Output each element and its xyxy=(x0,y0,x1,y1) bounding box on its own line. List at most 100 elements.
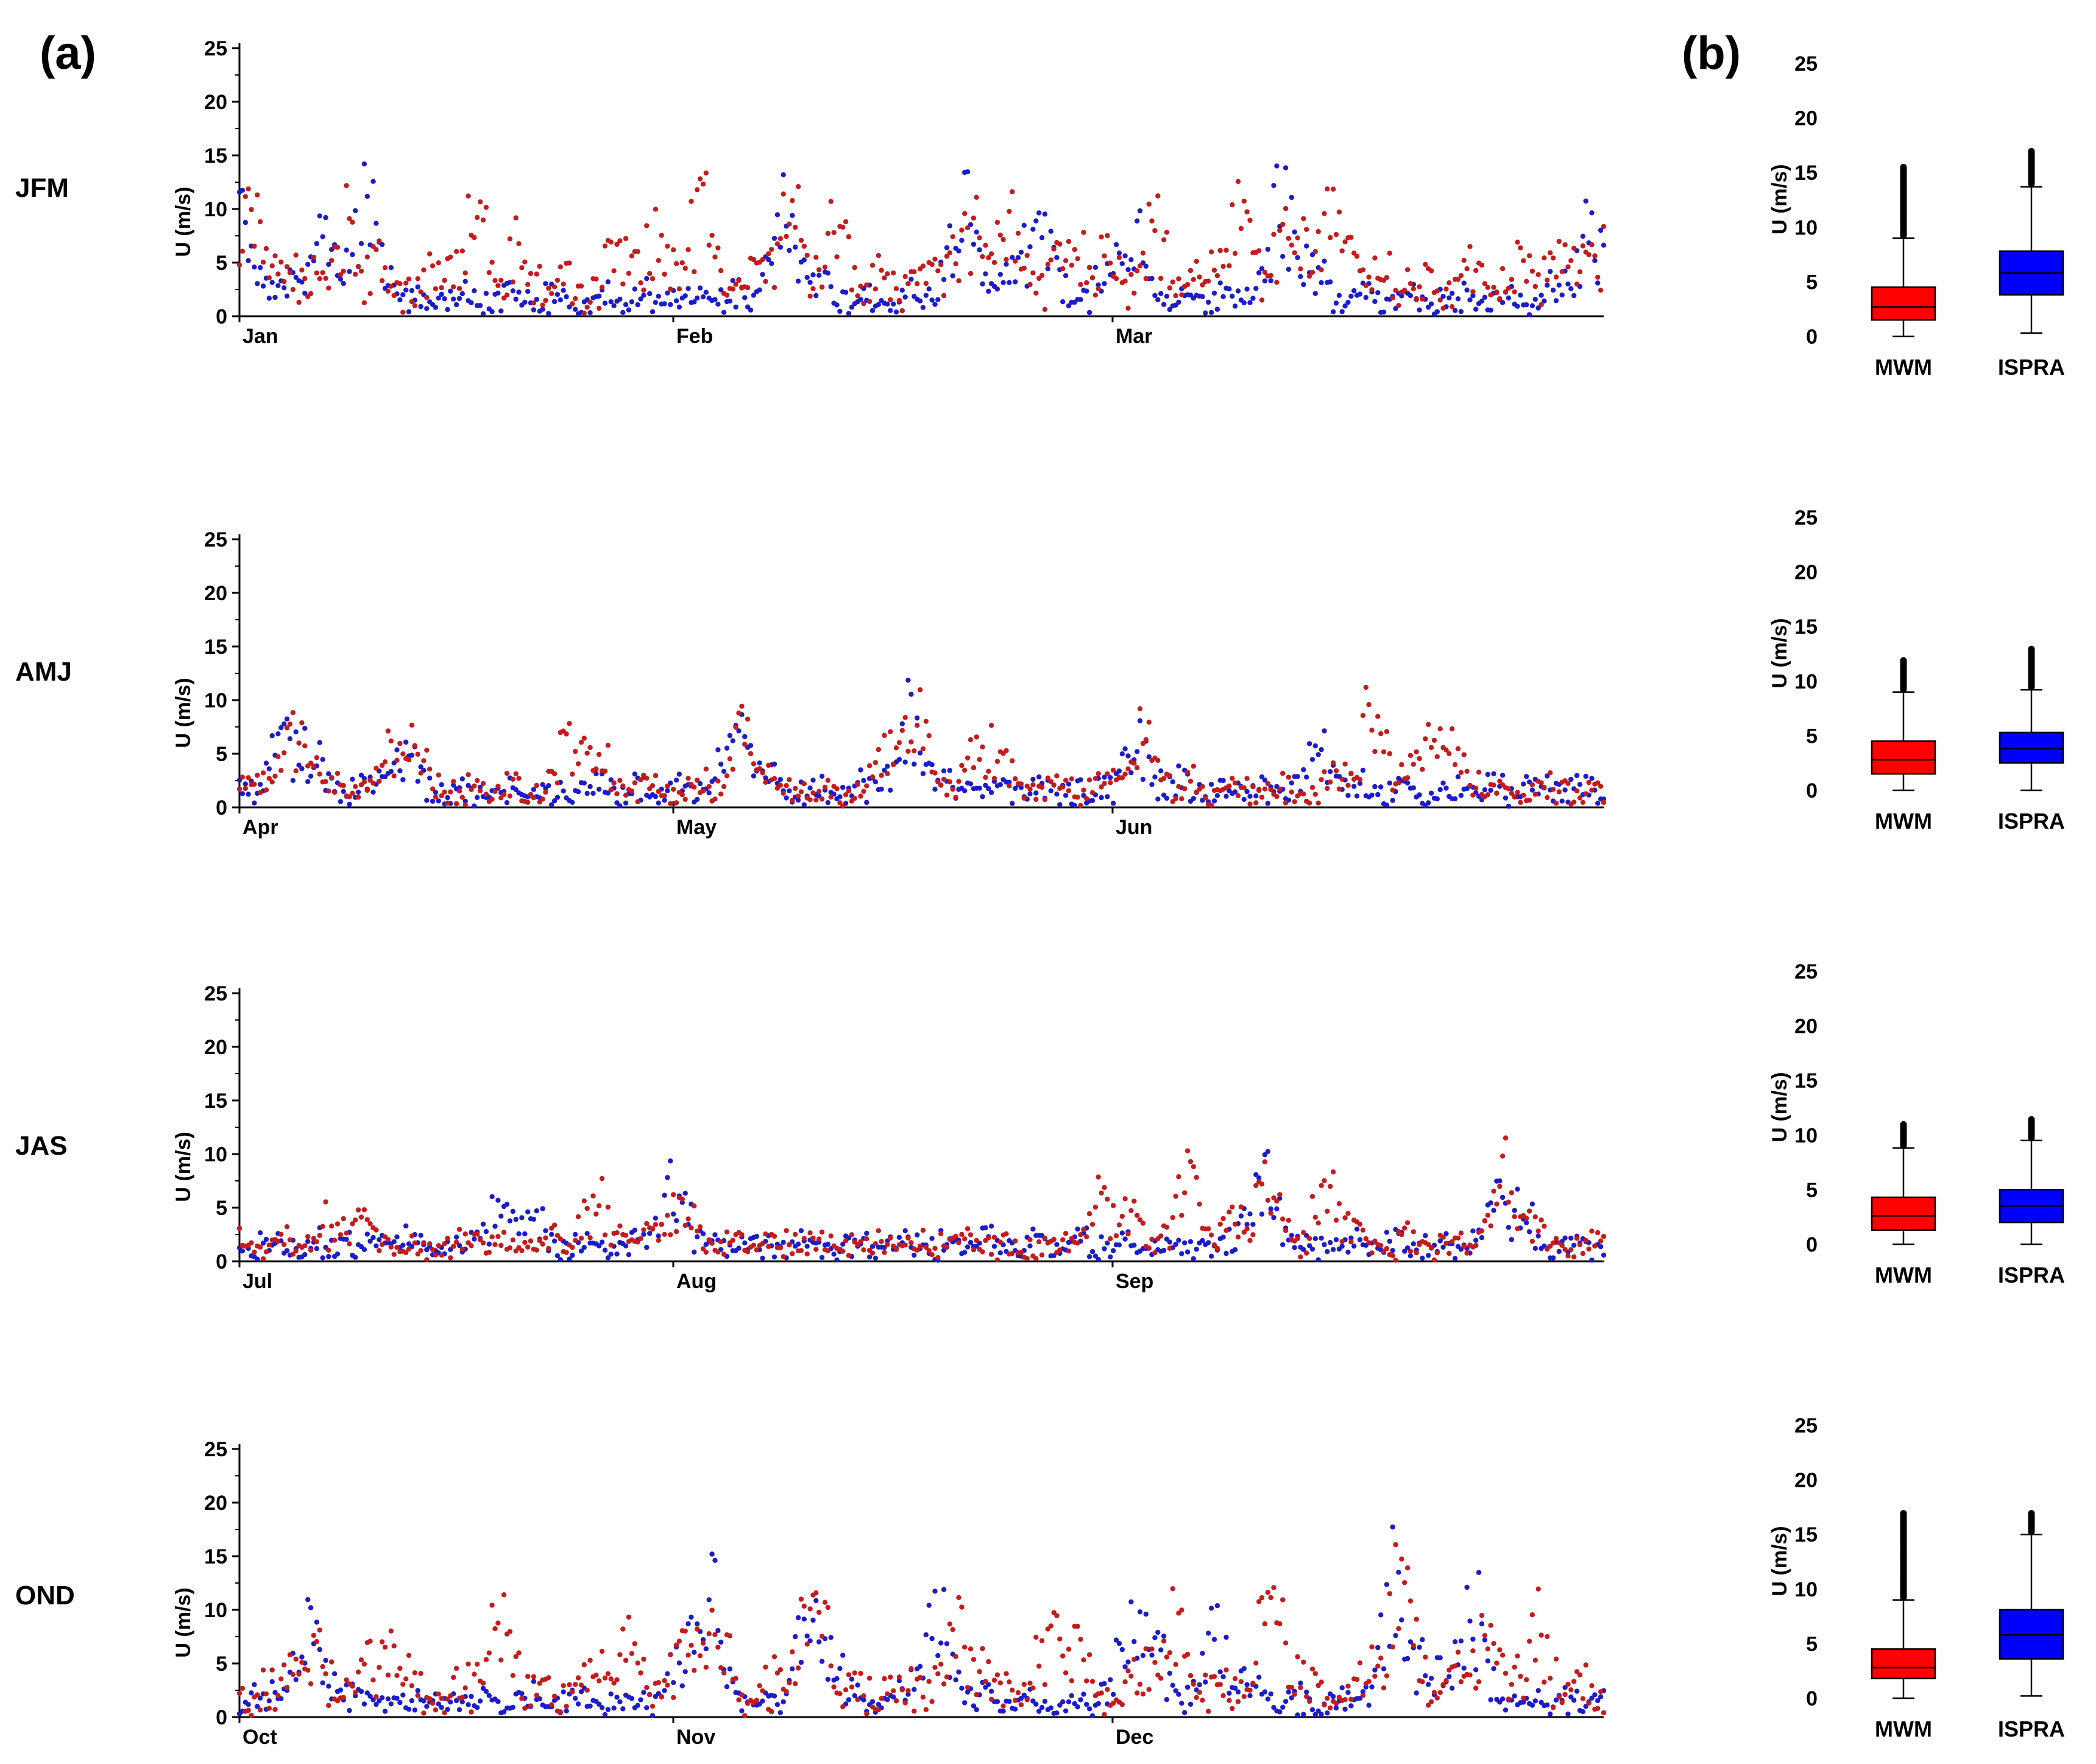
data-point-mwm xyxy=(1075,256,1080,261)
data-point-mwm xyxy=(840,224,846,230)
data-point-mwm xyxy=(1069,1236,1075,1241)
data-point-ispra xyxy=(1348,1703,1354,1709)
data-point-mwm xyxy=(974,194,979,200)
data-point-mwm xyxy=(1384,1673,1390,1679)
data-point-mwm xyxy=(1027,1237,1033,1242)
data-point-mwm xyxy=(599,285,605,290)
data-point-mwm xyxy=(1182,786,1188,792)
data-point-mwm xyxy=(1191,1681,1197,1687)
data-point-ispra xyxy=(323,1657,328,1663)
data-point-mwm xyxy=(546,285,551,291)
data-point-ispra xyxy=(795,278,801,284)
data-point-ispra xyxy=(695,1621,700,1627)
data-point-mwm xyxy=(1125,1231,1131,1237)
data-point-mwm xyxy=(1426,1702,1431,1708)
data-point-mwm xyxy=(971,1657,977,1662)
data-point-mwm xyxy=(1458,1679,1464,1685)
data-point-ispra xyxy=(676,304,682,310)
data-point-mwm xyxy=(1420,296,1425,302)
y-tick-label: 15 xyxy=(1794,161,1818,185)
data-point-mwm xyxy=(1538,1632,1544,1638)
data-point-mwm xyxy=(793,1681,798,1687)
data-point-ispra xyxy=(810,778,816,783)
data-point-ispra xyxy=(561,288,566,293)
data-point-mwm xyxy=(492,278,498,283)
data-point-mwm xyxy=(751,257,757,263)
data-point-ispra xyxy=(1033,1701,1039,1707)
data-point-ispra xyxy=(1018,1696,1024,1701)
data-point-mwm xyxy=(962,1645,968,1650)
data-point-mwm xyxy=(608,1242,614,1248)
data-point-ispra xyxy=(344,1236,349,1242)
data-point-ispra xyxy=(317,740,322,745)
data-point-mwm xyxy=(584,750,590,756)
data-point-mwm xyxy=(1515,1653,1520,1659)
data-point-ispra xyxy=(1184,1249,1191,1255)
data-point-mwm xyxy=(358,1657,364,1663)
data-point-mwm xyxy=(1167,285,1173,291)
data-point-ispra xyxy=(1042,211,1048,217)
box-mwm: MWM xyxy=(1871,163,1936,380)
data-point-ispra xyxy=(1283,165,1289,171)
data-point-ispra xyxy=(912,1687,917,1692)
data-point-mwm xyxy=(1135,268,1140,274)
y-tick-label: 15 xyxy=(1794,1069,1818,1093)
data-point-mwm xyxy=(739,703,745,709)
data-point-mwm xyxy=(1217,1221,1223,1227)
data-point-ispra xyxy=(771,1254,777,1259)
data-point-mwm xyxy=(1060,784,1066,790)
data-point-mwm xyxy=(1125,1668,1131,1674)
data-point-mwm xyxy=(1220,263,1226,269)
data-point-ispra xyxy=(498,308,504,314)
data-point-ispra xyxy=(891,1694,896,1700)
data-point-ispra xyxy=(1506,1225,1512,1230)
data-point-mwm xyxy=(656,1238,662,1243)
data-point-mwm xyxy=(1390,1644,1395,1650)
data-point-ispra xyxy=(1470,1228,1476,1234)
data-point-ispra xyxy=(1345,1690,1351,1695)
data-point-ispra xyxy=(1423,1233,1428,1239)
data-point-ispra xyxy=(1595,801,1601,806)
data-point-ispra xyxy=(451,296,456,302)
data-point-ispra xyxy=(1461,280,1467,286)
data-point-ispra xyxy=(760,272,765,277)
data-point-mwm xyxy=(816,1236,822,1242)
data-point-ispra xyxy=(1105,1240,1110,1246)
data-point-mwm xyxy=(400,751,406,757)
data-point-ispra xyxy=(1039,235,1045,241)
data-point-mwm xyxy=(1538,780,1544,785)
data-point-ispra xyxy=(926,1603,932,1608)
data-point-mwm xyxy=(1396,780,1401,786)
data-point-mwm xyxy=(350,219,355,225)
data-point-mwm xyxy=(1411,762,1416,767)
data-point-mwm xyxy=(570,771,575,777)
data-point-ispra xyxy=(1420,1637,1425,1643)
data-point-ispra xyxy=(1568,1694,1574,1700)
data-point-mwm xyxy=(1301,791,1306,797)
data-point-mwm xyxy=(570,1244,575,1250)
data-point-mwm xyxy=(513,1248,519,1254)
data-point-mwm xyxy=(997,1239,1004,1245)
data-point-mwm xyxy=(715,1249,721,1255)
data-point-ispra xyxy=(587,784,593,790)
data-point-ispra xyxy=(983,1225,988,1231)
data-point-ispra xyxy=(1247,1693,1253,1699)
data-point-ispra xyxy=(1428,1676,1434,1681)
data-point-ispra xyxy=(915,1232,920,1238)
data-point-ispra xyxy=(626,307,632,313)
data-point-mwm xyxy=(1443,286,1449,292)
data-point-mwm xyxy=(385,1237,391,1242)
data-point-mwm xyxy=(1280,221,1286,227)
data-point-ispra xyxy=(314,1245,319,1252)
data-point-ispra xyxy=(1182,1710,1188,1715)
data-point-ispra xyxy=(1399,1617,1404,1623)
data-point-mwm xyxy=(1330,1169,1336,1175)
data-point-mwm xyxy=(314,270,319,276)
data-point-ispra xyxy=(299,766,305,771)
data-point-ispra xyxy=(320,1680,325,1686)
data-point-mwm xyxy=(908,1240,914,1245)
data-point-mwm xyxy=(766,251,771,257)
data-point-mwm xyxy=(1298,1685,1303,1690)
data-point-mwm xyxy=(1491,1188,1496,1194)
